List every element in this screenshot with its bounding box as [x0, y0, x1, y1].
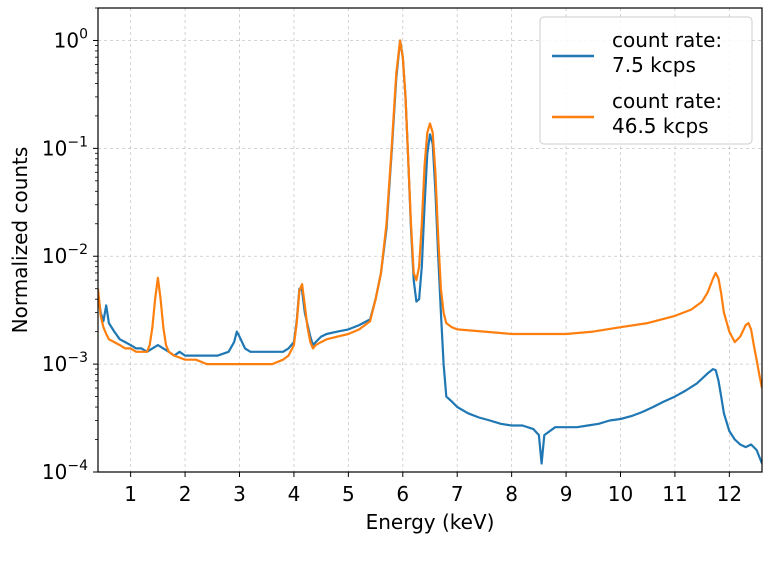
y-tick-label: 100 [54, 26, 88, 52]
x-tick-label: 1 [124, 482, 137, 506]
x-axis-label: Energy (keV) [366, 510, 495, 534]
legend-label-line2: 7.5 kcps [612, 53, 696, 77]
y-tick-label: 10−4 [42, 458, 88, 484]
legend-box [539, 16, 753, 145]
x-tick-label: 11 [662, 482, 687, 506]
plot-frame [97, 7, 763, 473]
y-tick-label: 10−2 [42, 242, 88, 268]
series-layer [98, 39, 762, 465]
series-line-2 [98, 39, 762, 389]
x-tick-label: 4 [288, 482, 301, 506]
legend-label-line1: count rate: [612, 89, 722, 113]
y-tick-label: 10−1 [42, 134, 88, 160]
y-tick-label: 10−3 [42, 350, 88, 376]
x-tick-label: 10 [608, 482, 633, 506]
y-axis-label: Normalized counts [8, 147, 32, 334]
x-tick-label: 8 [505, 482, 518, 506]
x-tick-label: 2 [179, 482, 192, 506]
legend-label-line2: 46.5 kcps [612, 114, 709, 138]
x-tick-label: 5 [342, 482, 355, 506]
legend-label-line1: count rate: [612, 28, 722, 52]
x-tick-label: 12 [717, 482, 742, 506]
x-tick-label: 9 [560, 482, 573, 506]
x-tick-label: 7 [451, 482, 464, 506]
x-tick-label: 3 [233, 482, 246, 506]
x-tick-label: 6 [396, 482, 409, 506]
